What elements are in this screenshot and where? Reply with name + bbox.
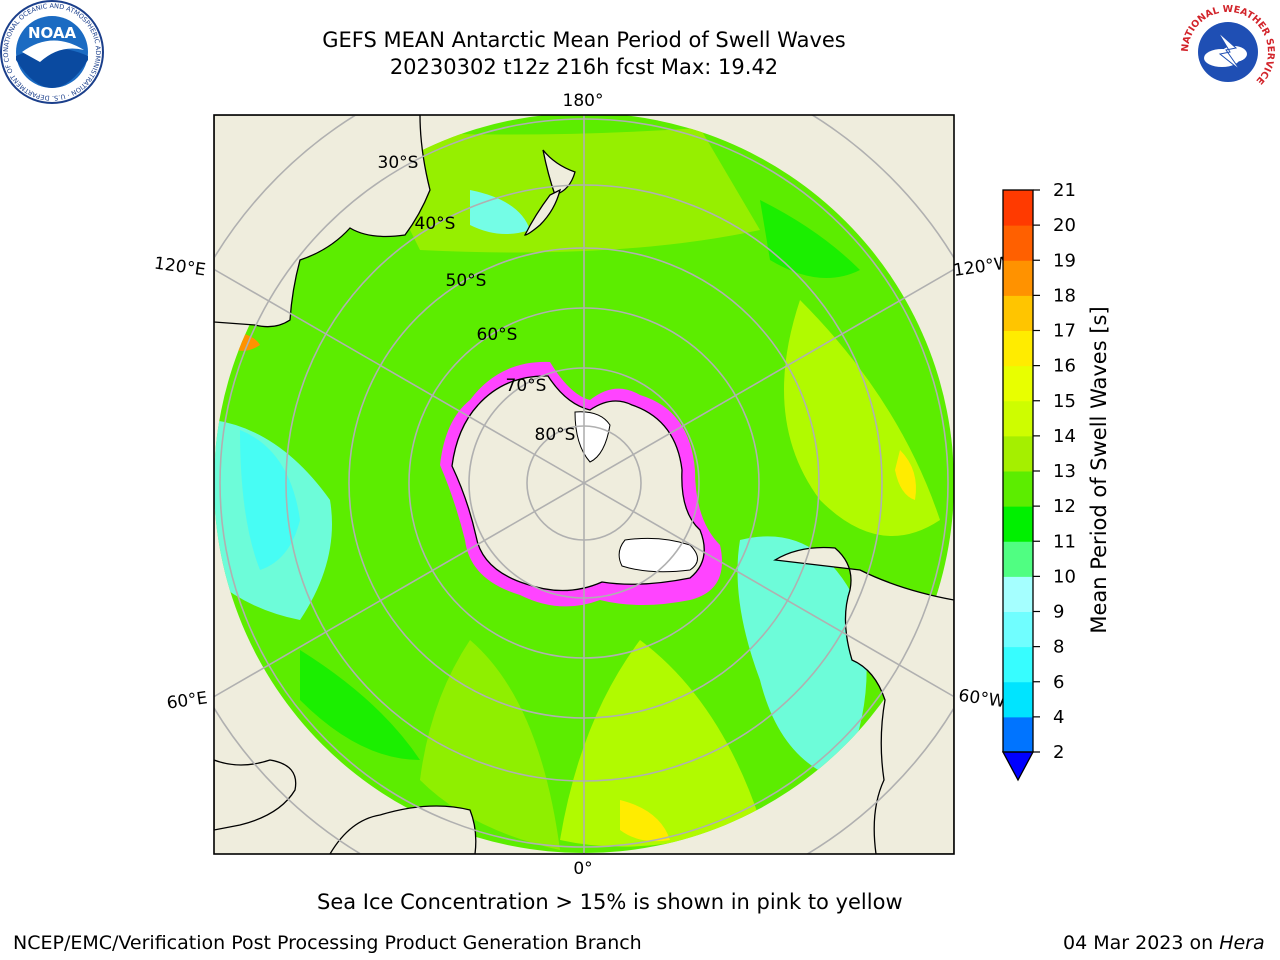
period-region-westcyan — [240, 430, 300, 570]
sea-ice-note: Sea Ice Concentration > 15% is shown in … — [317, 890, 903, 914]
forecast-subtitle: 20230302 t12z 216h fcst Max: 19.42 — [389, 55, 779, 79]
colorbar-segment — [1003, 716, 1033, 753]
lat-label-60s: 60°S — [477, 325, 518, 345]
colorbar-tick-label: 6 — [1053, 672, 1064, 693]
antarctica-land — [451, 375, 705, 592]
new-zealand-north — [542, 149, 576, 196]
map-title: GEFS MEAN Antarctic Mean Period of Swell… — [322, 28, 846, 52]
period-region-mid-green2 — [760, 200, 860, 278]
colorbar-segment — [1003, 576, 1033, 612]
colorbar-tick-label: 21 — [1053, 180, 1076, 201]
colorbar-tick-label: 19 — [1053, 250, 1076, 271]
colorbar-tick-label: 18 — [1053, 285, 1076, 306]
colorbar-segment — [1003, 400, 1033, 437]
colorbar-segment — [1003, 365, 1033, 402]
new-zealand-south — [523, 188, 561, 236]
period-region-atlantic — [737, 536, 867, 780]
footer-host: Hera — [1219, 932, 1265, 954]
lat-label-30s: 30°S — [378, 153, 419, 173]
footer-branch: NCEP/EMC/Verification Post Processing Pr… — [13, 932, 642, 954]
colorbar-segment — [1003, 295, 1033, 331]
noaa-logo: NATIONAL OCEANIC AND ATMOSPHERIC ADMINIS… — [0, 0, 104, 104]
colorbar-segment — [1003, 435, 1033, 472]
colorbar-label: Mean Period of Swell Waves [s] — [1087, 306, 1111, 633]
colorbar-tick-label: 13 — [1053, 461, 1076, 482]
colorbar-tick-label: 12 — [1053, 496, 1076, 517]
colorbar-extend-triangle — [1001, 751, 1035, 782]
colorbar-segment — [1003, 260, 1033, 296]
madagascar-land — [214, 759, 297, 831]
period-region-tasman — [470, 190, 530, 234]
colorbar-tick-label: 17 — [1053, 321, 1076, 342]
colorbar-segment — [1003, 681, 1033, 718]
colorbar-tick-label: 10 — [1053, 566, 1076, 587]
colorbar-tick-label: 11 — [1053, 531, 1076, 552]
colorbar-tick-label: 9 — [1053, 602, 1064, 623]
lat-label-40s: 40°S — [415, 214, 456, 234]
colorbar-segment — [1003, 225, 1033, 261]
period-region-orange-e — [895, 450, 916, 500]
colorbar-segment — [1003, 190, 1033, 226]
footer-date-text: 04 Mar 2023 on — [1063, 932, 1220, 954]
australia-land — [214, 115, 431, 328]
africa-land — [329, 805, 477, 854]
colorbar-segment — [1003, 611, 1033, 648]
meridian-120e-60w — [214, 268, 954, 698]
period-region-south — [420, 640, 560, 850]
lat-label-80s: 80°S — [535, 425, 576, 445]
colorbar-tick-label: 8 — [1053, 637, 1064, 658]
footer-date: 04 Mar 2023 on Hera — [1063, 932, 1265, 954]
colorbar-segment — [1003, 541, 1033, 577]
colorbar-segment — [1003, 646, 1033, 683]
colorbar-tick-label: 2 — [1053, 742, 1064, 763]
colorbar-tick-label: 16 — [1053, 356, 1076, 377]
colorbar-tick-label: 14 — [1053, 426, 1076, 447]
noaa-logo-text: NOAA — [28, 24, 77, 42]
nws-logo: NATIONAL WEATHER SERVICE — [1179, 3, 1277, 101]
period-region-orange-s — [620, 800, 670, 842]
colorbar-segment — [1003, 471, 1033, 507]
lat-label-50s: 50°S — [446, 271, 487, 291]
period-region-southeast — [560, 640, 760, 847]
colorbar-segment — [1003, 506, 1033, 542]
lon-label-top: 180° — [563, 91, 604, 111]
weddell-ice-shelf — [618, 537, 698, 573]
colorbar-segment — [1003, 330, 1033, 367]
colorbar-tick-label: 15 — [1053, 391, 1076, 412]
colorbar-tick-label: 20 — [1053, 215, 1076, 236]
map-frame — [213, 114, 955, 855]
lon-label-bottom: 0° — [573, 859, 592, 879]
lat-label-70s: 70°S — [506, 376, 547, 396]
colorbar-tick-label: 4 — [1053, 707, 1064, 728]
period-region-mid-green — [300, 650, 420, 760]
